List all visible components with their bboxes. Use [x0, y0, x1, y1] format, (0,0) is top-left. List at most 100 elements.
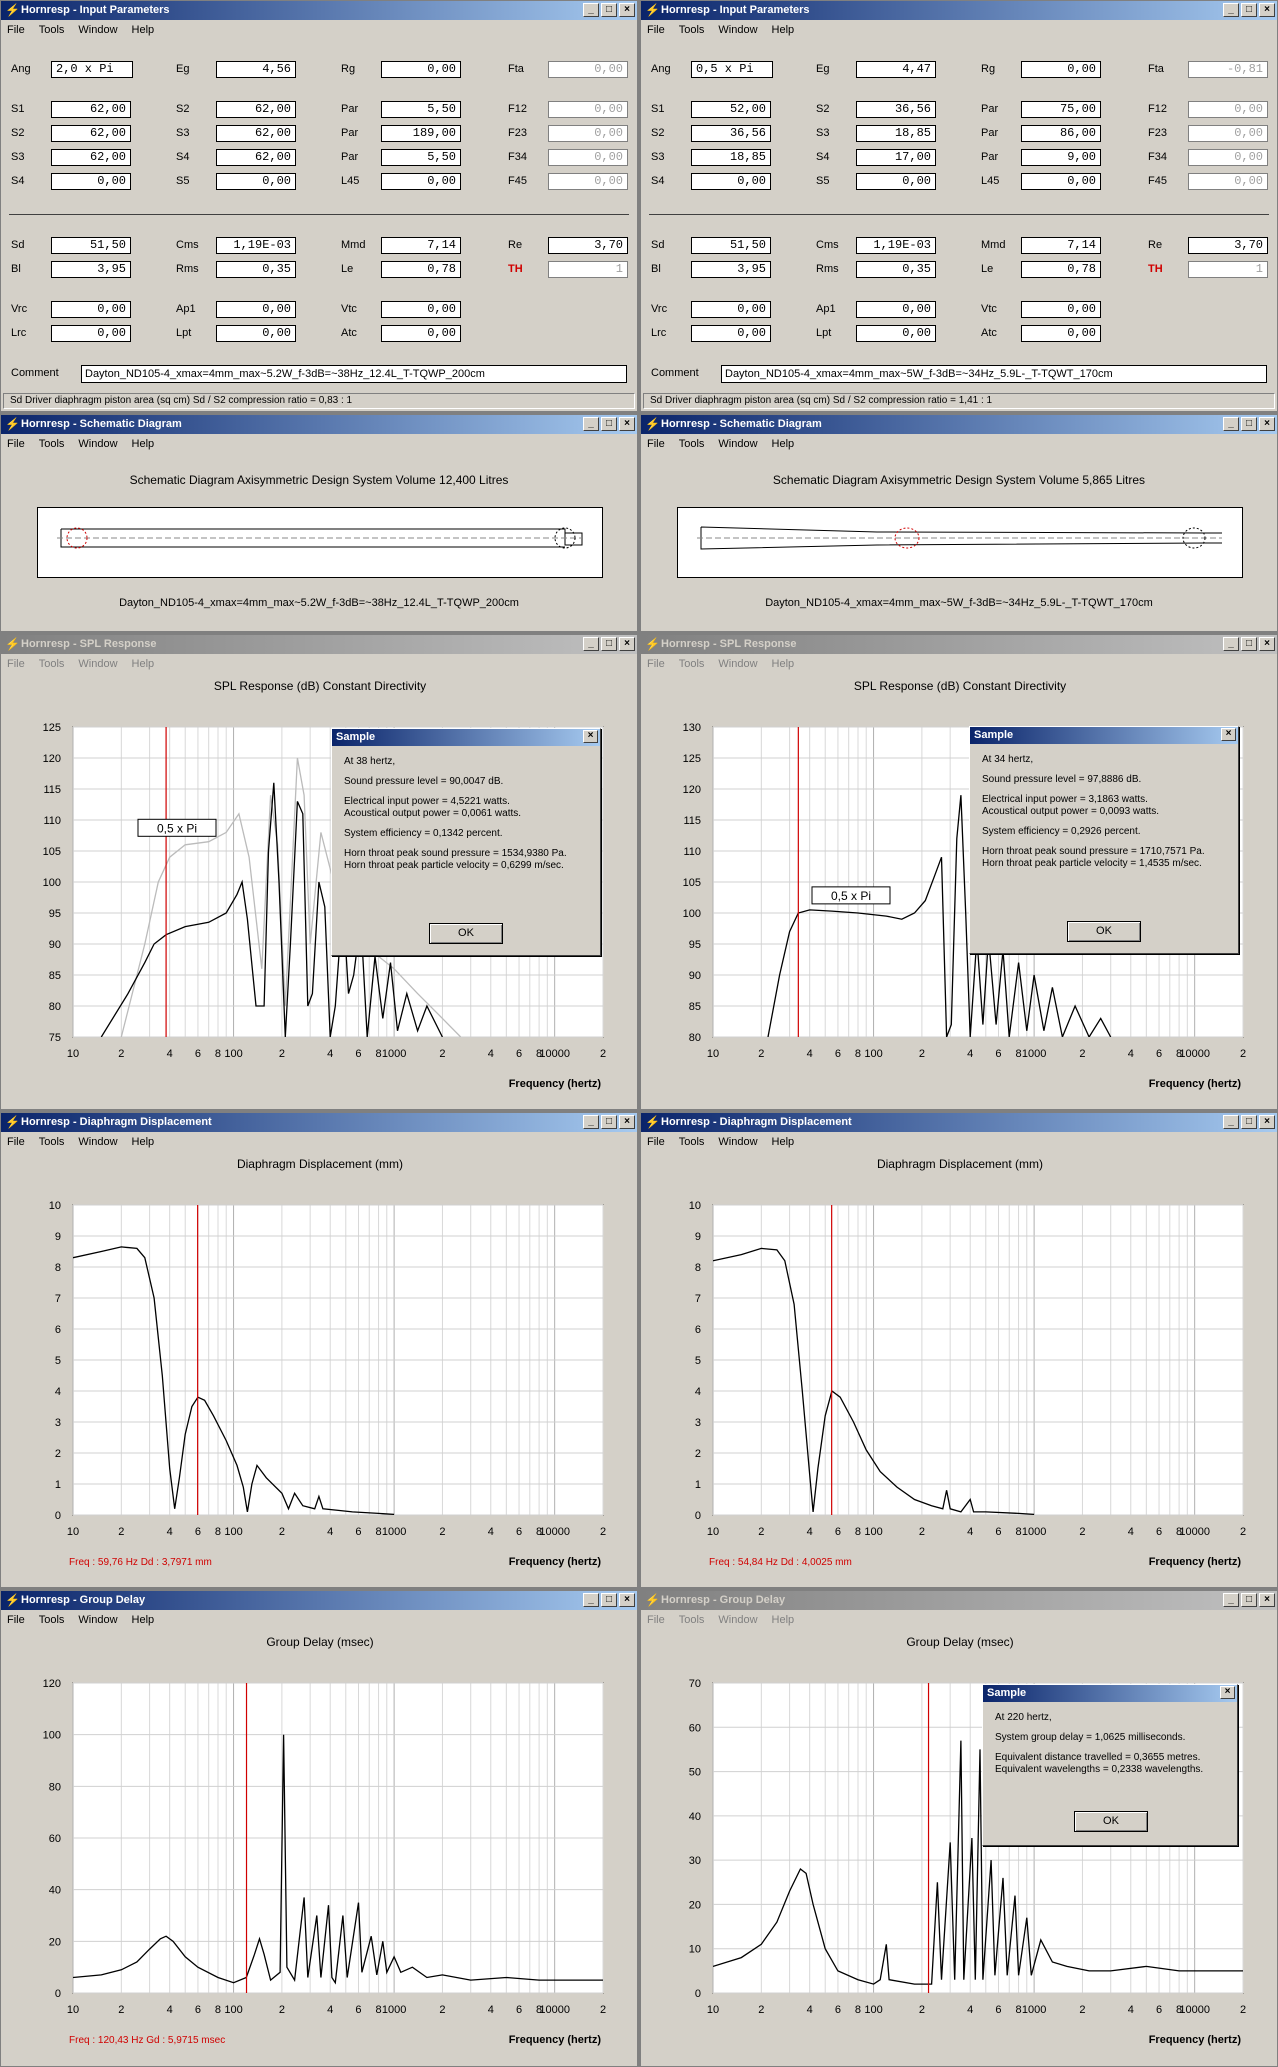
- menu-help[interactable]: Help: [771, 1614, 795, 1626]
- minimize-icon[interactable]: _: [1223, 1115, 1239, 1129]
- menu-window[interactable]: Window: [78, 438, 118, 450]
- param-field-par3[interactable]: 9,00: [1021, 149, 1101, 166]
- param-field-lrc[interactable]: 0,00: [691, 325, 771, 342]
- param-field-f34[interactable]: 0,00: [548, 149, 628, 166]
- comment-field[interactable]: Dayton_ND105-4_xmax=4mm_max~5W_f-3dB=~34…: [721, 365, 1267, 383]
- menu-file[interactable]: File: [647, 1136, 665, 1148]
- ok-button[interactable]: OK: [1074, 1811, 1148, 1832]
- menu-file[interactable]: File: [647, 438, 665, 450]
- minimize-icon[interactable]: _: [583, 1115, 599, 1129]
- param-field-f23[interactable]: 0,00: [1188, 125, 1268, 142]
- maximize-icon[interactable]: □: [1241, 417, 1257, 431]
- param-field-sd[interactable]: 51,50: [51, 237, 131, 254]
- menu-file[interactable]: File: [7, 1136, 25, 1148]
- close-icon[interactable]: ×: [1259, 417, 1275, 431]
- ok-button[interactable]: OK: [1067, 921, 1141, 942]
- menu-file[interactable]: File: [647, 24, 665, 36]
- param-field-lpt[interactable]: 0,00: [856, 325, 936, 342]
- param-field-ang[interactable]: 0,5 x Pi: [691, 61, 773, 78]
- param-field-s2[interactable]: 36,56: [856, 101, 936, 118]
- maximize-icon[interactable]: □: [601, 637, 617, 651]
- param-field-eg[interactable]: 4,47: [856, 61, 936, 78]
- param-field-re[interactable]: 3,70: [548, 237, 628, 254]
- menu-tools[interactable]: Tools: [678, 1136, 705, 1148]
- param-field-s4b[interactable]: 0,00: [691, 173, 771, 190]
- menu-file[interactable]: File: [647, 1614, 665, 1626]
- param-field-rms[interactable]: 0,35: [856, 261, 936, 278]
- param-field-par3[interactable]: 5,50: [381, 149, 461, 166]
- maximize-icon[interactable]: □: [1241, 637, 1257, 651]
- menu-window[interactable]: Window: [78, 24, 118, 36]
- menu-file[interactable]: File: [7, 1614, 25, 1626]
- menu-help[interactable]: Help: [771, 1136, 795, 1148]
- close-icon[interactable]: ×: [1259, 1115, 1275, 1129]
- param-field-s5[interactable]: 0,00: [216, 173, 296, 190]
- menu-tools[interactable]: Tools: [38, 658, 65, 670]
- menu-tools[interactable]: Tools: [38, 438, 65, 450]
- param-field-s3[interactable]: 18,85: [856, 125, 936, 142]
- param-field-lrc[interactable]: 0,00: [51, 325, 131, 342]
- param-field-rms[interactable]: 0,35: [216, 261, 296, 278]
- param-field-atc[interactable]: 0,00: [1021, 325, 1101, 342]
- param-field-s2[interactable]: 62,00: [216, 101, 296, 118]
- param-field-f34[interactable]: 0,00: [1188, 149, 1268, 166]
- param-field-eg[interactable]: 4,56: [216, 61, 296, 78]
- param-field-cms[interactable]: 1,19E-03: [856, 237, 936, 254]
- menu-help[interactable]: Help: [771, 24, 795, 36]
- menu-file[interactable]: File: [7, 24, 25, 36]
- maximize-icon[interactable]: □: [1241, 1593, 1257, 1607]
- menu-help[interactable]: Help: [131, 658, 155, 670]
- menu-window[interactable]: Window: [718, 658, 758, 670]
- menu-window[interactable]: Window: [78, 1136, 118, 1148]
- param-field-ang[interactable]: 2,0 x Pi: [51, 61, 133, 78]
- minimize-icon[interactable]: _: [1223, 1593, 1239, 1607]
- param-field-th[interactable]: 1: [548, 261, 628, 278]
- param-field-rg[interactable]: 0,00: [1021, 61, 1101, 78]
- param-field-th[interactable]: 1: [1188, 261, 1268, 278]
- menu-tools[interactable]: Tools: [678, 438, 705, 450]
- maximize-icon[interactable]: □: [601, 3, 617, 17]
- param-field-s4b[interactable]: 0,00: [51, 173, 131, 190]
- close-icon[interactable]: ×: [619, 1593, 635, 1607]
- menu-help[interactable]: Help: [131, 438, 155, 450]
- param-field-s2b[interactable]: 36,56: [691, 125, 771, 142]
- maximize-icon[interactable]: □: [601, 1593, 617, 1607]
- menu-help[interactable]: Help: [771, 438, 795, 450]
- menu-tools[interactable]: Tools: [38, 1614, 65, 1626]
- menu-tools[interactable]: Tools: [678, 24, 705, 36]
- menu-window[interactable]: Window: [78, 1614, 118, 1626]
- param-field-l45[interactable]: 0,00: [1021, 173, 1101, 190]
- close-icon[interactable]: ×: [619, 417, 635, 431]
- param-field-s2b[interactable]: 62,00: [51, 125, 131, 142]
- param-field-s5[interactable]: 0,00: [856, 173, 936, 190]
- param-field-bl[interactable]: 3,95: [691, 261, 771, 278]
- minimize-icon[interactable]: _: [583, 417, 599, 431]
- menu-tools[interactable]: Tools: [38, 1136, 65, 1148]
- param-field-s3[interactable]: 62,00: [216, 125, 296, 142]
- param-field-bl[interactable]: 3,95: [51, 261, 131, 278]
- close-icon[interactable]: ×: [583, 730, 598, 743]
- param-field-atc[interactable]: 0,00: [381, 325, 461, 342]
- param-field-sd[interactable]: 51,50: [691, 237, 771, 254]
- menu-help[interactable]: Help: [131, 24, 155, 36]
- menu-file[interactable]: File: [7, 438, 25, 450]
- param-field-vrc[interactable]: 0,00: [691, 301, 771, 318]
- param-field-par2[interactable]: 189,00: [381, 125, 461, 142]
- minimize-icon[interactable]: _: [1223, 417, 1239, 431]
- menu-window[interactable]: Window: [718, 24, 758, 36]
- close-icon[interactable]: ×: [619, 1115, 635, 1129]
- param-field-vrc[interactable]: 0,00: [51, 301, 131, 318]
- param-field-cms[interactable]: 1,19E-03: [216, 237, 296, 254]
- menu-tools[interactable]: Tools: [38, 24, 65, 36]
- minimize-icon[interactable]: _: [583, 3, 599, 17]
- param-field-fta[interactable]: -0,81: [1188, 61, 1268, 78]
- param-field-s1[interactable]: 52,00: [691, 101, 771, 118]
- minimize-icon[interactable]: _: [1223, 637, 1239, 651]
- param-field-f45[interactable]: 0,00: [1188, 173, 1268, 190]
- minimize-icon[interactable]: _: [583, 1593, 599, 1607]
- close-icon[interactable]: ×: [1259, 637, 1275, 651]
- param-field-s1[interactable]: 62,00: [51, 101, 131, 118]
- param-field-s3b[interactable]: 62,00: [51, 149, 131, 166]
- menu-help[interactable]: Help: [131, 1136, 155, 1148]
- param-field-lpt[interactable]: 0,00: [216, 325, 296, 342]
